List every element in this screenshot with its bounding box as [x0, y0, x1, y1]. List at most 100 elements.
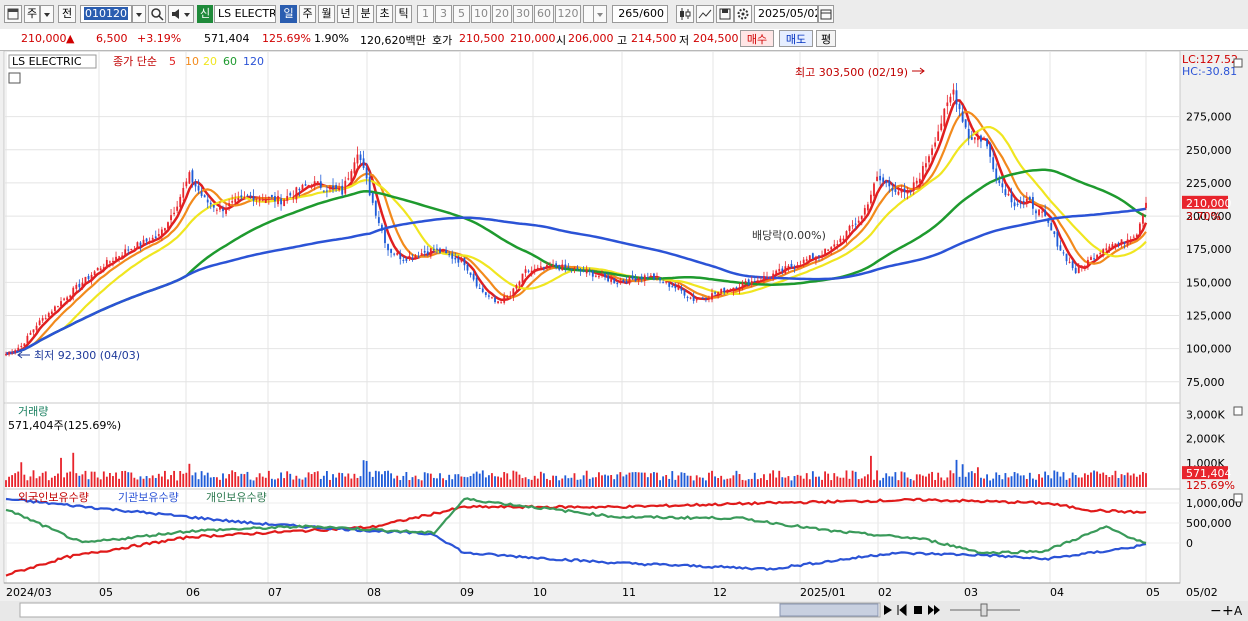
candle-type-icon[interactable]	[676, 5, 694, 23]
eval-button[interactable]: 평	[816, 30, 836, 47]
volume-bar	[237, 476, 240, 487]
volume-bar	[1114, 470, 1117, 487]
volume-bar	[390, 473, 393, 487]
candle-body	[594, 275, 597, 277]
calendar-icon[interactable]	[818, 5, 834, 23]
date-field[interactable]: 2025/05/02	[754, 5, 818, 23]
search-icon[interactable]	[148, 5, 166, 23]
volume-bar	[1080, 477, 1083, 487]
candle-body	[989, 144, 992, 157]
minute-1[interactable]: 1	[417, 5, 434, 23]
volume-bar	[756, 479, 759, 487]
volume-bar	[1102, 472, 1105, 487]
volume-bar	[934, 479, 937, 487]
volume-bar	[313, 472, 316, 487]
minute-60[interactable]: 60	[534, 5, 554, 23]
period-minute[interactable]: 분	[357, 5, 374, 23]
candle-body	[671, 286, 674, 288]
custom-dropdown-icon[interactable]	[593, 5, 607, 23]
volume-bar	[491, 473, 493, 487]
stock-code-input[interactable]: 010120	[80, 5, 132, 23]
candle-body	[408, 255, 411, 259]
range-button[interactable]: 전	[58, 5, 76, 23]
indicator-icon[interactable]	[696, 5, 714, 23]
candle-body	[130, 248, 133, 251]
candle-body	[1108, 246, 1111, 250]
chart-scrollbar[interactable]	[19, 602, 881, 618]
panel-close-icon	[1233, 493, 1243, 503]
volume-bar	[769, 473, 771, 487]
period-tick[interactable]: 틱	[395, 5, 412, 23]
sell-button[interactable]: 매도	[779, 30, 813, 47]
volume-bar	[460, 476, 463, 487]
volume-bar	[164, 470, 166, 487]
volume-bar	[87, 479, 90, 487]
count-field[interactable]: 265/600	[612, 5, 668, 23]
candle-body	[717, 292, 720, 296]
volume-bar	[57, 473, 59, 487]
period-day[interactable]: 일	[280, 5, 297, 23]
window-icon[interactable]	[4, 5, 22, 23]
minute-3[interactable]: 3	[435, 5, 452, 23]
volume-bar	[429, 473, 432, 487]
grid-toggle-icon	[8, 72, 21, 84]
volume-bar	[894, 472, 897, 487]
zoom-in-icon[interactable]: +	[1222, 603, 1234, 619]
zoom-out-icon[interactable]: −	[1210, 603, 1222, 619]
save-icon[interactable]	[716, 5, 734, 23]
candle-body	[515, 285, 518, 289]
minute-10[interactable]: 10	[471, 5, 491, 23]
volume-bar	[970, 471, 973, 487]
volume-bar	[270, 478, 273, 487]
period-week[interactable]: 주	[299, 5, 316, 23]
chevron-down-icon[interactable]	[40, 5, 54, 23]
volume-bar	[298, 478, 301, 487]
institution-holding-line	[5, 497, 1147, 572]
minute-120[interactable]: 120	[555, 5, 581, 23]
candle-body	[469, 272, 472, 276]
minute-20[interactable]: 20	[492, 5, 512, 23]
period-month[interactable]: 월	[318, 5, 335, 23]
stop-icon[interactable]	[914, 606, 922, 614]
nav-buttons[interactable]: − + A	[884, 603, 1243, 619]
stock-code-value: 010120	[84, 7, 128, 20]
market-select[interactable]: 주	[24, 5, 40, 23]
volume-bar	[359, 476, 362, 487]
play-right-icon[interactable]	[884, 605, 892, 615]
legend-ma5: 5	[169, 55, 176, 68]
candle-body	[426, 251, 429, 255]
minute-30[interactable]: 30	[513, 5, 533, 23]
volume-bar	[873, 479, 875, 487]
candle-body	[903, 188, 906, 193]
fast-forward-icon[interactable]	[928, 605, 940, 615]
new-badge[interactable]: 신	[197, 5, 213, 23]
volume-bar	[542, 473, 545, 487]
candle-body	[900, 188, 903, 193]
stock-name-field[interactable]: LS ELECTRI	[214, 5, 276, 23]
text-tool-icon[interactable]: A	[1234, 604, 1243, 618]
period-second[interactable]: 초	[376, 5, 393, 23]
candle-body	[689, 297, 692, 299]
volume-bar	[824, 471, 827, 487]
sound-icon[interactable]	[168, 5, 194, 23]
candle-body	[1090, 257, 1092, 260]
skip-start-icon[interactable]	[897, 603, 907, 617]
period-year[interactable]: 년	[337, 5, 354, 23]
volume-bar	[906, 477, 909, 487]
scrollbar-thumb[interactable]	[779, 603, 879, 617]
volume-bar	[121, 471, 124, 487]
volume-bar	[793, 476, 796, 487]
code-dropdown-icon[interactable]	[132, 5, 146, 23]
volume-bar	[961, 464, 964, 487]
minute-5[interactable]: 5	[453, 5, 470, 23]
volume-bar	[759, 478, 762, 487]
gear-icon[interactable]	[734, 5, 752, 23]
volume-bar	[32, 470, 35, 487]
buy-button[interactable]: 매수	[740, 30, 774, 47]
ma10-line	[5, 110, 1147, 356]
open-label: 시	[556, 34, 567, 47]
zoom-slider-handle[interactable]	[980, 603, 988, 617]
candle-body	[686, 296, 689, 298]
candle-body	[57, 306, 59, 308]
volume-bar	[708, 472, 710, 487]
